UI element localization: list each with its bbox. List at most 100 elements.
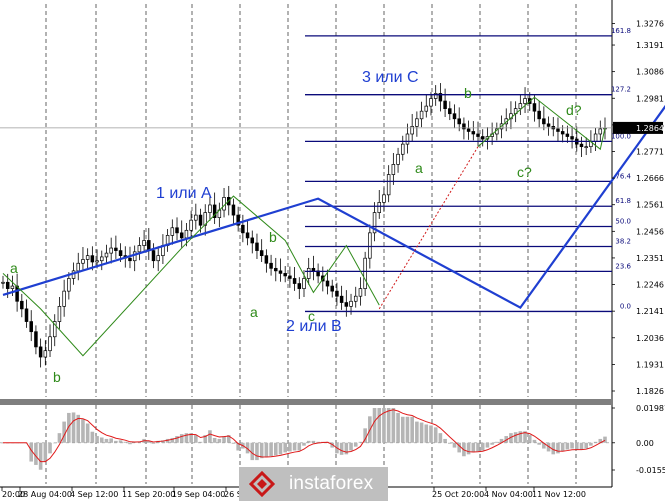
osc-histogram-bar [278, 442, 283, 455]
candle-body [67, 278, 71, 292]
candle-body [452, 113, 457, 120]
candle-body [132, 251, 137, 262]
osc-histogram-bar [231, 442, 236, 444]
watermark-logo: instaforex [239, 467, 388, 501]
osc-histogram-bar [99, 437, 104, 443]
candle-body [241, 224, 245, 234]
candle-body [302, 278, 306, 289]
osc-tick-label: -0.01555 [636, 466, 665, 475]
candle-body [457, 118, 461, 125]
candle-body [339, 295, 344, 303]
osc-histogram-bar [556, 442, 560, 454]
osc-histogram-bar [146, 440, 151, 443]
osc-histogram-bar [302, 442, 306, 446]
osc-histogram-bar [598, 438, 603, 443]
y-tick-label: 1.3191 [636, 41, 664, 50]
osc-histogram-bar [292, 442, 297, 451]
osc-histogram-bar [603, 436, 607, 443]
osc-histogram-bar [415, 421, 419, 443]
candle-body [306, 267, 311, 279]
fib-level-label: 50.0 [615, 218, 631, 226]
osc-histogram-bar [447, 442, 452, 444]
candle-body [325, 280, 330, 287]
osc-histogram-bar [443, 438, 447, 443]
osc-histogram-bar [52, 442, 57, 444]
osc-histogram-bar [527, 435, 532, 443]
candle-body [382, 194, 386, 203]
candle-body [584, 146, 588, 149]
candle-body [170, 227, 175, 236]
fib-level-label: 61.8 [615, 197, 631, 205]
osc-histogram-bar [372, 408, 377, 443]
watermark-text: instaforex [289, 473, 374, 494]
osc-histogram-bar [34, 442, 38, 465]
osc-histogram-bar [490, 442, 494, 445]
candle-body [429, 98, 433, 107]
y-tick-label: 1.2246 [636, 281, 664, 290]
pane-separator [0, 399, 612, 405]
candle-body [542, 118, 546, 125]
osc-histogram-bar [466, 442, 471, 455]
x-tick-label: 11 Sep 20:00 [122, 490, 175, 499]
osc-histogram-bar [419, 422, 424, 443]
candle-body [419, 110, 424, 120]
candle-body [269, 262, 273, 269]
candle-body [43, 350, 48, 358]
wave-label-minor: a [10, 260, 18, 276]
oscillator-pane: 0.01987 0.00 -0.01555 [0, 404, 665, 475]
osc-histogram-bar [377, 408, 382, 443]
x-tick-label: 4 Nov 04:00 [484, 490, 533, 499]
osc-histogram-bar [480, 442, 485, 451]
y-tick-label: 1.2351 [636, 254, 664, 263]
current-price-label: 1.2864 [636, 124, 664, 133]
candle-body [259, 250, 264, 257]
candle-body [264, 255, 269, 264]
candle-body [283, 273, 287, 277]
osc-histogram-bar [269, 442, 273, 457]
candle-body [24, 308, 29, 322]
osc-histogram-bar [38, 442, 43, 470]
wave-label-minor: b [269, 229, 277, 245]
candle-body [579, 143, 584, 148]
osc-histogram-bar [208, 430, 212, 443]
candle-body [377, 202, 382, 213]
wave-label-minor: a [415, 160, 423, 176]
osc-histogram-bar [43, 442, 48, 462]
y-tick-label: 1.2666 [636, 174, 664, 183]
osc-histogram-bar [537, 442, 541, 445]
osc-histogram-bar [589, 442, 593, 446]
osc-histogram-bar [273, 442, 278, 456]
osc-histogram-bar [297, 442, 302, 451]
osc-histogram-bar [175, 436, 179, 443]
candle-body [118, 250, 123, 257]
candle-body [109, 247, 113, 254]
candle-body [335, 290, 339, 297]
blue-wave-line [2, 104, 665, 310]
candle-body [598, 128, 603, 135]
instaforex-logo-icon [249, 471, 275, 497]
candle-body [245, 232, 250, 239]
wave-lines [2, 96, 665, 357]
candle-body [292, 278, 297, 284]
osc-histogram-bar [118, 440, 123, 443]
x-tick-label: 11 Nov 12:00 [532, 490, 586, 499]
candle-body [593, 133, 598, 142]
osc-histogram-bar [424, 424, 429, 443]
candle-body [198, 214, 203, 226]
osc-histogram-bar [81, 419, 85, 443]
current-price-box [613, 121, 663, 134]
osc-histogram-bar [226, 435, 231, 443]
y-tick-label: 1.3086 [636, 68, 664, 77]
wave-label-major: 3 или С [362, 69, 419, 86]
candle-body [156, 255, 160, 262]
candle-body [15, 285, 19, 302]
osc-histogram-bar [170, 437, 175, 443]
osc-histogram-bar [349, 442, 353, 451]
osc-histogram-bar [542, 442, 546, 449]
y-tick-label: 1.2456 [636, 227, 664, 236]
candle-body [20, 300, 24, 310]
osc-histogram-bar [217, 438, 222, 443]
fib-level-label: 161.8 [611, 27, 631, 35]
candle-body [203, 212, 207, 226]
